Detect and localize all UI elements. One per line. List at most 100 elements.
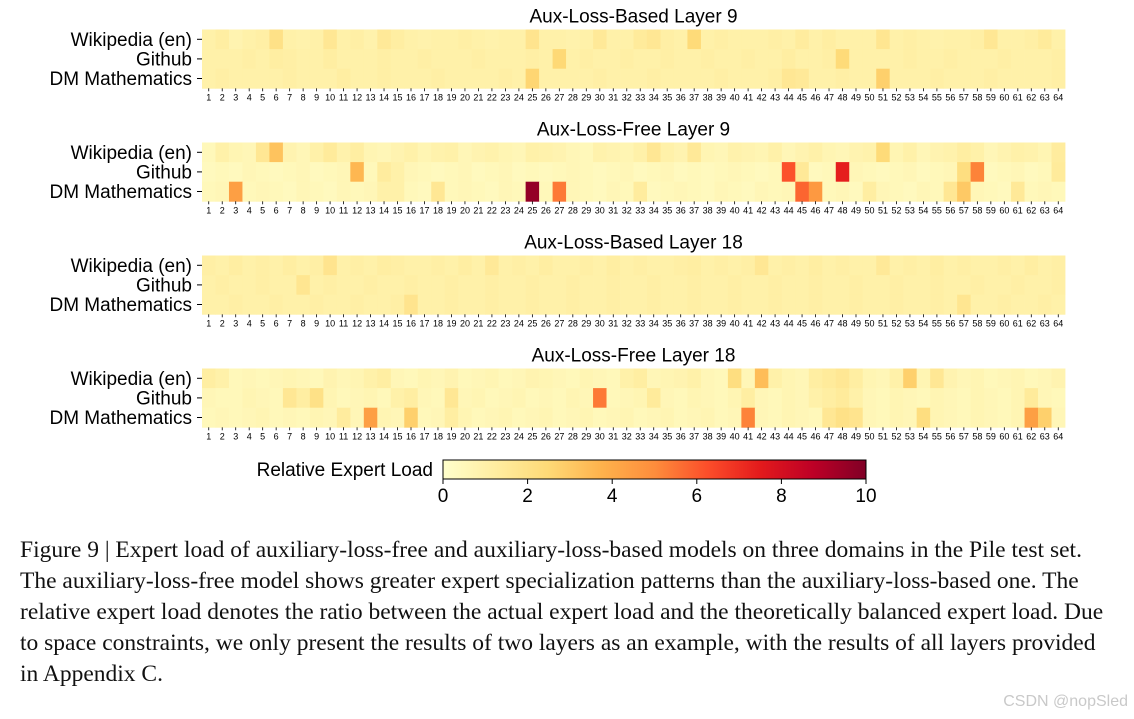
heatmap-cell [404,368,419,389]
heatmap-cell [822,49,837,70]
heatmap-cell [444,142,459,163]
heatmap-cell [808,68,823,89]
heatmap-cell [687,255,702,276]
heatmap-cell [808,388,823,409]
x-tick-label: 34 [649,92,659,102]
heatmap-cell [593,407,607,428]
heatmap-cell [673,29,688,50]
heatmap-cell [1038,49,1052,70]
heatmap-cell [539,142,553,163]
heatmap-cell [552,368,567,389]
heatmap-cell [458,49,473,70]
heatmap-cell [1051,275,1066,296]
x-tick-label: 54 [918,318,928,328]
heatmap-cell [781,368,796,389]
heatmap-cell [363,181,378,202]
heatmap-cell [889,255,904,276]
heatmap-cell [444,368,459,389]
heatmap-cell [849,388,864,409]
heatmap-cell [700,49,715,70]
heatmap-cell [808,275,823,296]
heatmap-cell [849,294,864,315]
heatmap-cell [350,142,365,163]
x-tick-label: 18 [433,318,443,328]
heatmap-cell [323,181,338,202]
heatmap-cell [336,49,351,70]
x-tick-label: 21 [473,205,483,215]
heatmap-cell [970,388,985,409]
heatmap-cell [957,294,972,315]
heatmap-cell [269,388,284,409]
x-tick-label: 47 [824,318,834,328]
x-tick-label: 31 [608,205,618,215]
x-tick-label: 8 [301,92,306,102]
heatmap-cell [660,294,675,315]
heatmap-cell [525,275,540,296]
x-tick-label: 58 [972,92,982,102]
heatmap-cell [539,275,553,296]
heatmap-cell [566,368,580,389]
row-label: DM Mathematics [49,69,192,90]
heatmap-cell [215,275,230,296]
x-tick-label: 33 [635,92,645,102]
x-tick-label: 3 [233,205,238,215]
heatmap-cell [525,68,540,89]
heatmap-cell [620,294,634,315]
heatmap-cell [700,181,715,202]
x-tick-label: 55 [932,431,942,441]
heatmap-cell [471,255,486,276]
heatmap-cell [431,142,446,163]
heatmap-cell [876,68,891,89]
heatmap-cell [970,275,985,296]
heatmap-cell [1051,68,1066,89]
heatmap-cell [835,29,850,50]
heatmap-cell [754,407,769,428]
x-tick-label: 33 [635,431,645,441]
x-tick-label: 61 [1013,205,1023,215]
x-tick-label: 19 [446,431,456,441]
x-tick-label: 21 [473,92,483,102]
heatmap-cell [997,68,1012,89]
x-tick-label: 44 [784,92,794,102]
heatmap-cell [876,255,891,276]
heatmap-cell [822,29,837,50]
heatmap-cell [876,368,891,389]
heatmap-cell [606,294,621,315]
heatmap-cell [242,275,257,296]
heatmap-cell [997,181,1012,202]
x-tick-label: 61 [1013,318,1023,328]
heatmap-cell [795,142,810,163]
watermark-text: CSDN @nopSled [1003,693,1128,710]
x-tick-label: 8 [301,318,306,328]
heatmap-cell [1024,407,1039,428]
heatmap-cell [862,275,877,296]
heatmap-cell [242,255,257,276]
heatmap-cell [1051,255,1066,276]
heatmap-cell [889,294,904,315]
heatmap-cell [525,255,540,276]
heatmap-cell [714,68,729,89]
heatmap-cell [889,162,904,183]
heatmap-cell [754,388,769,409]
heatmap-cell [727,275,742,296]
heatmap-cell [566,49,580,70]
heatmap-cell [431,68,446,89]
heatmap-cell [282,68,297,89]
x-tick-label: 15 [393,205,403,215]
heatmap-cell [930,294,945,315]
x-tick-label: 15 [393,318,403,328]
x-tick-label: 54 [918,205,928,215]
heatmap-cell [336,407,351,428]
heatmap-cell [350,68,365,89]
heatmap-cell [646,29,661,50]
heatmap-cell [673,275,688,296]
heatmap-cell [512,49,527,70]
heatmap-cell [228,294,243,315]
heatmap-cell [579,388,594,409]
heatmap-cell [673,142,688,163]
heatmap-cell [269,294,284,315]
x-tick-label: 11 [339,318,348,328]
heatmap-cell [471,29,486,50]
heatmap-cell [741,181,756,202]
heatmap-cell [808,142,823,163]
